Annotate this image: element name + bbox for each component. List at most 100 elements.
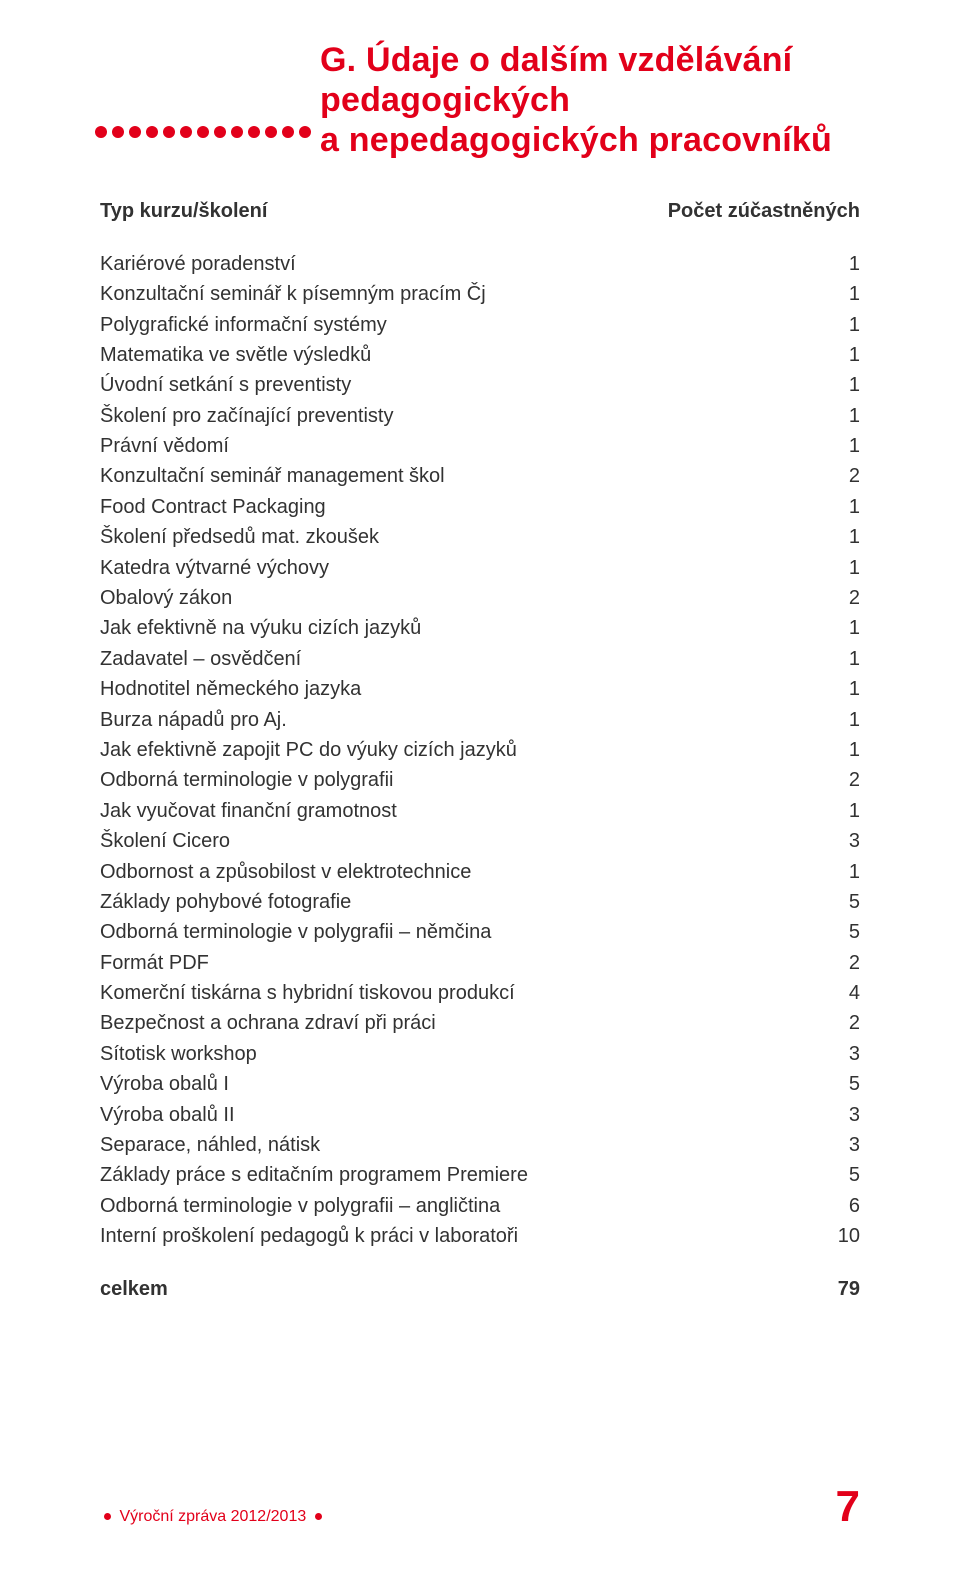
row-value: 1 [800,401,860,431]
row-label: Základy práce s editačním programem Prem… [100,1160,800,1190]
row-label: Odbornost a způsobilost v elektrotechnic… [100,857,800,887]
row-label: Burza nápadů pro Aj. [100,705,800,735]
table-row: Jak efektivně na výuku cizích jazyků1 [100,613,860,643]
table-row: Výroba obalů I5 [100,1069,860,1099]
row-label: Odborná terminologie v polygrafii – angl… [100,1191,800,1221]
table-row: Bezpečnost a ochrana zdraví při práci2 [100,1008,860,1038]
table-row: Odbornost a způsobilost v elektrotechnic… [100,857,860,887]
row-value: 2 [800,765,860,795]
row-value: 1 [800,310,860,340]
table-row: Interní proškolení pedagogů k práci v la… [100,1221,860,1251]
table-row: Jak vyučovat finanční gramotnost1 [100,796,860,826]
heading-block: G. Údaje o dalším vzdělávání pedagogický… [100,40,860,160]
table-row: Školení Cicero3 [100,826,860,856]
row-label: Výroba obalů I [100,1069,800,1099]
row-value: 5 [800,887,860,917]
dot-icon [104,1513,111,1520]
dot-icon [180,126,192,138]
row-label: Bezpečnost a ochrana zdraví při práci [100,1008,800,1038]
row-value: 3 [800,1039,860,1069]
row-label: Školení Cicero [100,826,800,856]
table-row: Odborná terminologie v polygrafii – němč… [100,917,860,947]
row-value: 1 [800,553,860,583]
row-label: Interní proškolení pedagogů k práci v la… [100,1221,800,1251]
heading-dots [95,126,311,138]
row-label: Konzultační seminář management škol [100,461,800,491]
row-value: 1 [800,644,860,674]
table-row: Školení předsedů mat. zkoušek1 [100,522,860,552]
row-value: 5 [800,1160,860,1190]
table-row: Burza nápadů pro Aj.1 [100,705,860,735]
table-row: Zadavatel – osvědčení1 [100,644,860,674]
table-row: Právní vědomí1 [100,431,860,461]
row-value: 3 [800,1100,860,1130]
table-row: Kariérové poradenství1 [100,249,860,279]
row-label: Food Contract Packaging [100,492,800,522]
table-row: Jak efektivně zapojit PC do výuky cizích… [100,735,860,765]
row-label: Hodnotitel německého jazyka [100,674,800,704]
row-label: Sítotisk workshop [100,1039,800,1069]
row-label: Katedra výtvarné výchovy [100,553,800,583]
dot-icon [146,126,158,138]
row-value: 2 [800,948,860,978]
row-label: Jak efektivně na výuku cizích jazyků [100,613,800,643]
table-row: Hodnotitel německého jazyka1 [100,674,860,704]
total-label: celkem [100,1274,800,1304]
row-value: 1 [800,705,860,735]
row-label: Odborná terminologie v polygrafii – němč… [100,917,800,947]
dot-icon [197,126,209,138]
training-table: Typ kurzu/školení Počet zúčastněných Kar… [100,196,860,1304]
table-header-right: Počet zúčastněných [668,196,860,226]
footer-report-title: Výroční zpráva 2012/2013 [119,1508,306,1525]
row-label: Formát PDF [100,948,800,978]
table-row: Formát PDF2 [100,948,860,978]
row-value: 1 [800,340,860,370]
row-label: Matematika ve světle výsledků [100,340,800,370]
row-label: Jak vyučovat finanční gramotnost [100,796,800,826]
table-row: Konzultační seminář k písemným pracím Čj… [100,279,860,309]
row-label: Školení pro začínající preventisty [100,401,800,431]
total-value: 79 [800,1274,860,1304]
row-value: 2 [800,1008,860,1038]
row-label: Polygrafické informační systémy [100,310,800,340]
page-footer: Výroční zpráva 2012/2013 7 [100,1482,860,1532]
table-row: Konzultační seminář management škol2 [100,461,860,491]
row-value: 6 [800,1191,860,1221]
dot-icon [265,126,277,138]
row-value: 1 [800,735,860,765]
page: G. Údaje o dalším vzdělávání pedagogický… [0,0,960,1580]
row-label: Separace, náhled, nátisk [100,1130,800,1160]
dot-icon [112,126,124,138]
row-label: Obalový zákon [100,583,800,613]
row-value: 5 [800,1069,860,1099]
table-row: Food Contract Packaging1 [100,492,860,522]
table-row: Katedra výtvarné výchovy1 [100,553,860,583]
section-title: G. Údaje o dalším vzdělávání pedagogický… [100,40,832,160]
dot-icon [315,1513,322,1520]
row-label: Kariérové poradenství [100,249,800,279]
table-row: Odborná terminologie v polygrafii2 [100,765,860,795]
row-value: 2 [800,461,860,491]
table-row: Výroba obalů II3 [100,1100,860,1130]
row-value: 1 [800,522,860,552]
row-value: 1 [800,796,860,826]
table-row: Separace, náhled, nátisk3 [100,1130,860,1160]
table-row: Úvodní setkání s preventisty1 [100,370,860,400]
dot-icon [95,126,107,138]
row-label: Konzultační seminář k písemným pracím Čj [100,279,800,309]
row-value: 3 [800,1130,860,1160]
row-value: 1 [800,674,860,704]
table-total-row: celkem 79 [100,1274,860,1304]
table-row: Sítotisk workshop3 [100,1039,860,1069]
row-label: Jak efektivně zapojit PC do výuky cizích… [100,735,800,765]
row-label: Právní vědomí [100,431,800,461]
table-header-row: Typ kurzu/školení Počet zúčastněných [100,196,860,226]
row-value: 1 [800,249,860,279]
table-row: Základy pohybové fotografie5 [100,887,860,917]
table-row: Základy práce s editačním programem Prem… [100,1160,860,1190]
footer-text-wrap: Výroční zpráva 2012/2013 [100,1508,326,1526]
row-label: Zadavatel – osvědčení [100,644,800,674]
table-row: Komerční tiskárna s hybridní tiskovou pr… [100,978,860,1008]
table-body: Kariérové poradenství1Konzultační seminá… [100,249,860,1252]
dot-icon [129,126,141,138]
